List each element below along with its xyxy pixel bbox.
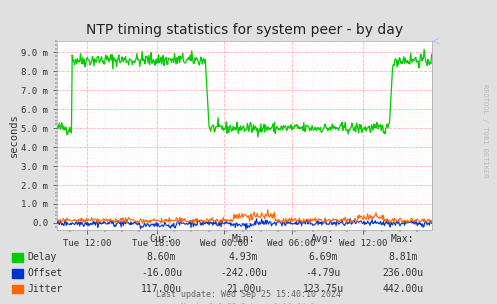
Text: 4.93m: 4.93m (229, 253, 258, 262)
Text: 21.00u: 21.00u (226, 284, 261, 294)
Text: 8.60m: 8.60m (147, 253, 176, 262)
Text: 236.00u: 236.00u (382, 268, 423, 278)
Text: Munin 2.0.25-2ubuntu0.16.04.3: Munin 2.0.25-2ubuntu0.16.04.3 (181, 303, 316, 304)
Text: Last update: Wed Sep 25 15:40:10 2024: Last update: Wed Sep 25 15:40:10 2024 (156, 290, 341, 299)
Text: 123.75u: 123.75u (303, 284, 343, 294)
Text: RRDTOOL / TOBI OETIKER: RRDTOOL / TOBI OETIKER (482, 84, 488, 178)
Title: NTP timing statistics for system peer - by day: NTP timing statistics for system peer - … (86, 23, 404, 37)
Text: 442.00u: 442.00u (382, 284, 423, 294)
Text: 8.81m: 8.81m (388, 253, 417, 262)
Text: -242.00u: -242.00u (220, 268, 267, 278)
Y-axis label: seconds: seconds (8, 113, 18, 157)
Text: Offset: Offset (27, 268, 63, 278)
Text: 6.69m: 6.69m (308, 253, 338, 262)
Text: Jitter: Jitter (27, 284, 63, 294)
Text: 117.00u: 117.00u (141, 284, 182, 294)
Text: Delay: Delay (27, 253, 57, 262)
Text: Avg:: Avg: (311, 234, 335, 244)
Text: -4.79u: -4.79u (306, 268, 340, 278)
Text: -16.00u: -16.00u (141, 268, 182, 278)
Text: Max:: Max: (391, 234, 414, 244)
Text: Min:: Min: (232, 234, 255, 244)
Text: Cur:: Cur: (150, 234, 173, 244)
